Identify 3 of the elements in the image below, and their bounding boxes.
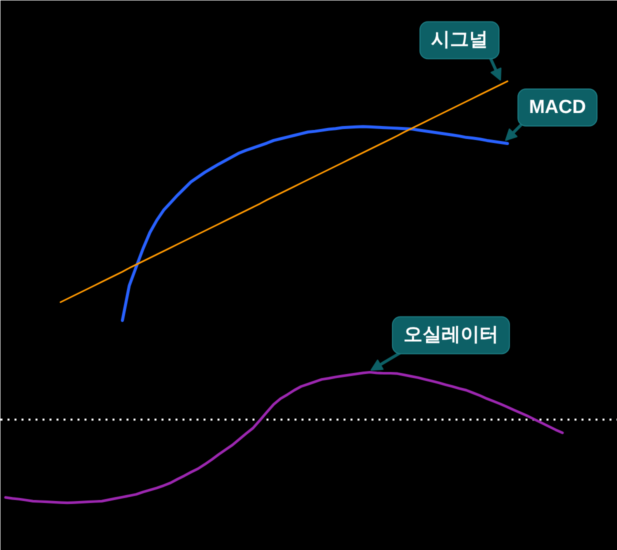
series-label: 시그널: [430, 30, 488, 51]
series-label: MACD: [528, 97, 586, 118]
series-label: 오실레이터: [403, 324, 498, 346]
